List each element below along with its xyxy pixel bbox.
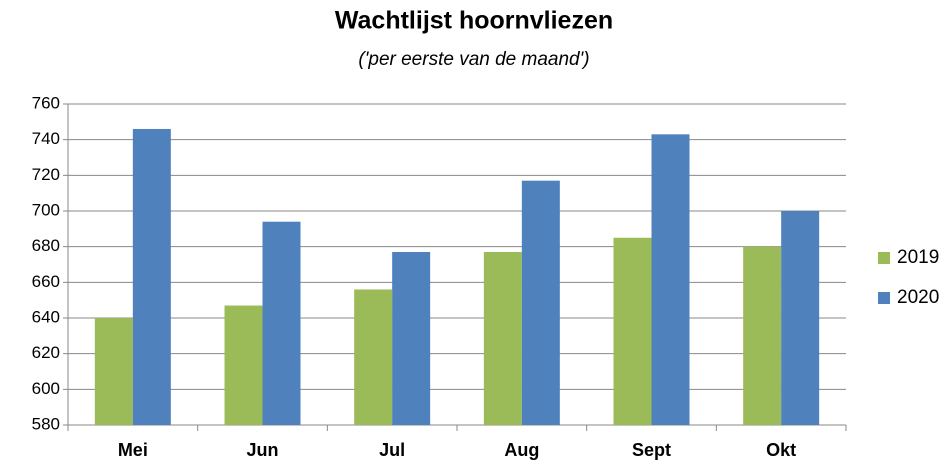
y-tick-label: 580 bbox=[32, 414, 60, 433]
x-tick-label: Aug bbox=[504, 440, 539, 460]
y-tick-label: 640 bbox=[32, 307, 60, 326]
legend-label: 2020 bbox=[897, 287, 939, 308]
y-tick-label: 760 bbox=[32, 93, 60, 112]
bar bbox=[224, 305, 263, 425]
x-tick-label: Okt bbox=[766, 440, 796, 460]
bar bbox=[262, 221, 301, 425]
legend-swatch bbox=[878, 292, 890, 304]
x-tick-label: Jun bbox=[246, 440, 278, 460]
legend-swatch bbox=[878, 252, 890, 264]
bar bbox=[613, 237, 652, 425]
bar bbox=[392, 252, 431, 425]
bar bbox=[483, 252, 522, 425]
bar bbox=[781, 211, 820, 425]
bar bbox=[354, 289, 393, 425]
bar bbox=[521, 180, 560, 425]
legend-label: 2019 bbox=[897, 247, 939, 268]
y-tick-label: 720 bbox=[32, 165, 60, 184]
chart-title: Wachtlijst hoornvliezen bbox=[335, 7, 613, 35]
x-tick-label: Mei bbox=[118, 440, 148, 460]
bar bbox=[743, 246, 782, 425]
y-tick-label: 660 bbox=[32, 272, 60, 291]
y-tick-label: 700 bbox=[32, 200, 60, 219]
y-tick-label: 740 bbox=[32, 129, 60, 148]
x-tick-label: Jul bbox=[379, 440, 405, 460]
y-tick-label: 620 bbox=[32, 343, 60, 362]
bar bbox=[651, 134, 690, 426]
bar bbox=[132, 128, 171, 425]
x-tick-label: Sept bbox=[632, 440, 671, 460]
y-tick-label: 600 bbox=[32, 379, 60, 398]
y-tick-label: 680 bbox=[32, 236, 60, 255]
bar bbox=[94, 318, 133, 425]
chart-subtitle: ('per eerste van de maand') bbox=[358, 49, 589, 70]
